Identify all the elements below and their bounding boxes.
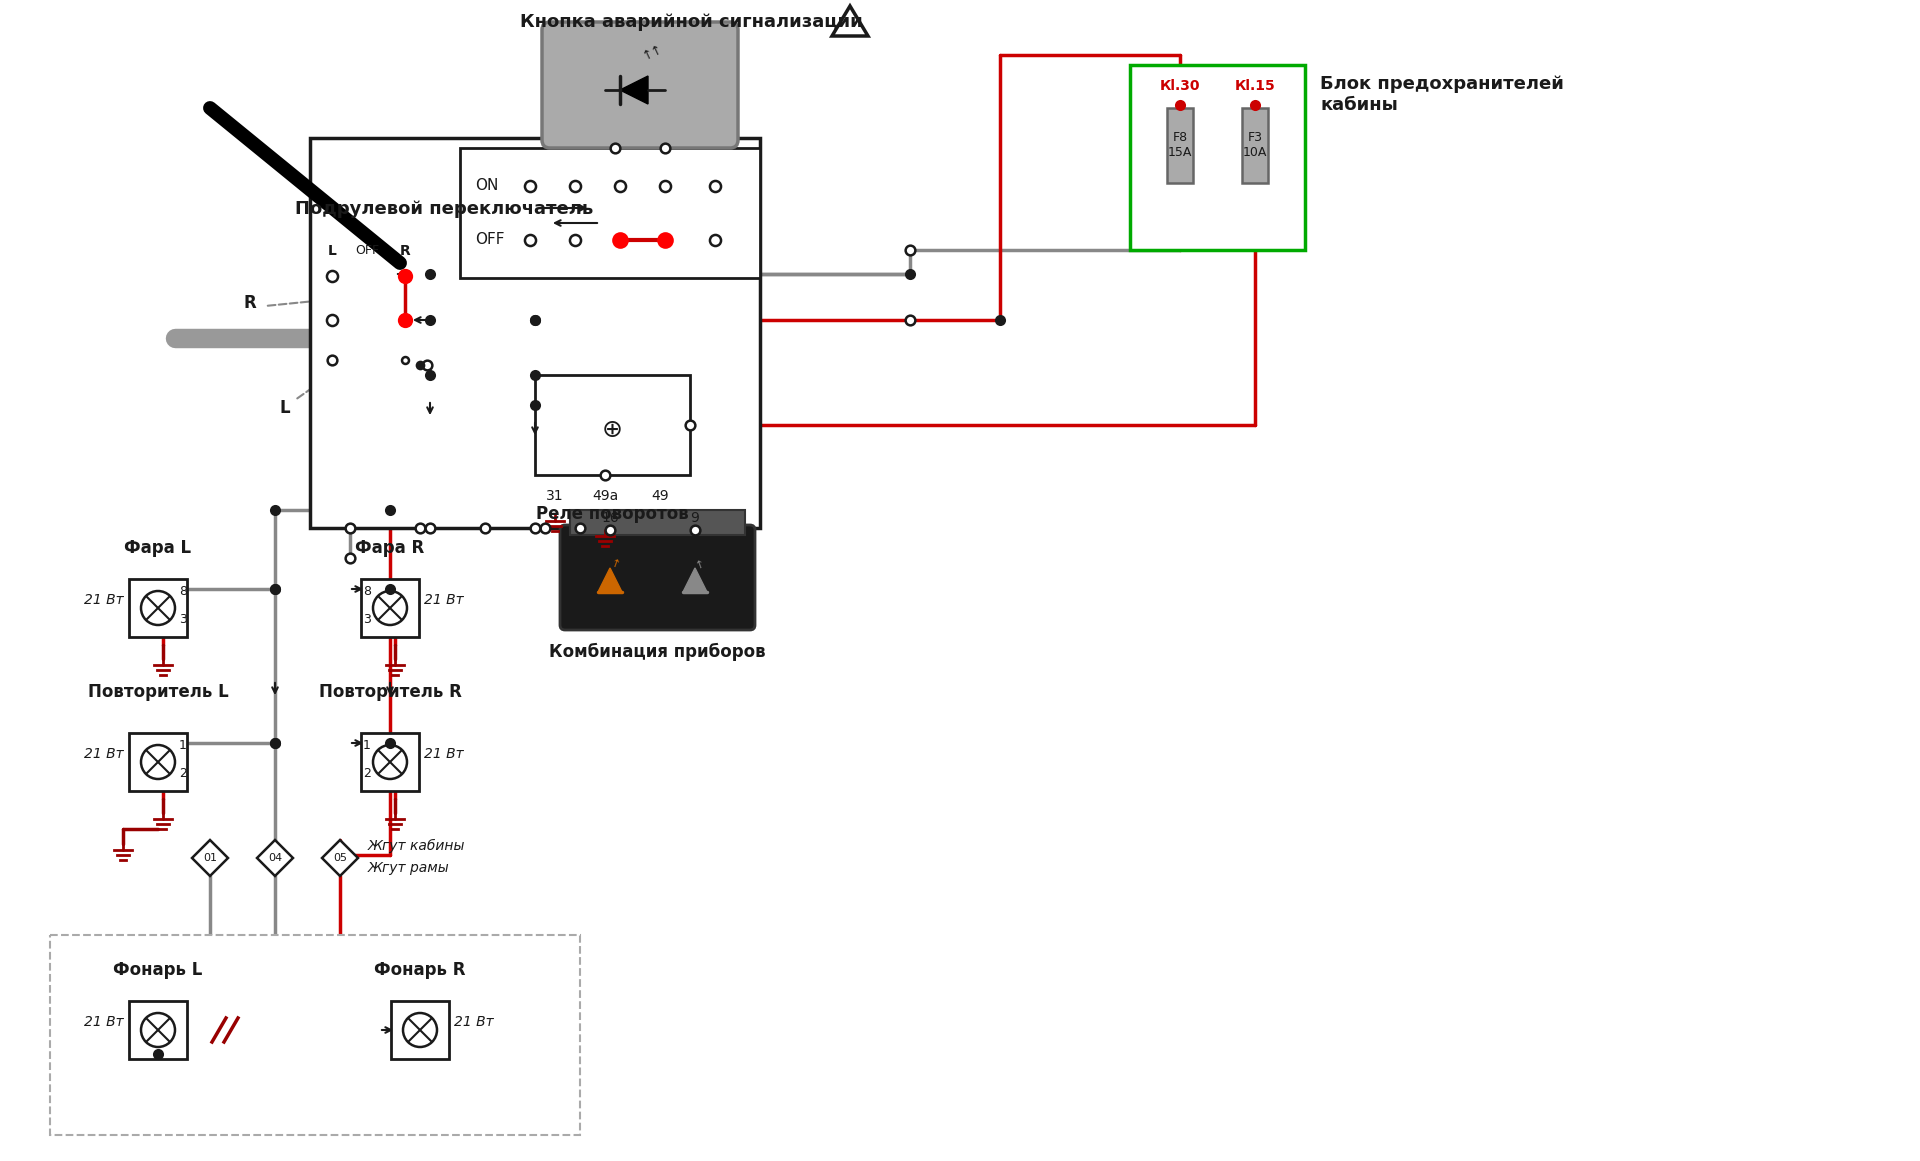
Text: Повторитель R: Повторитель R [319, 683, 461, 701]
Text: 04: 04 [269, 853, 282, 863]
Text: Жгут рамы: Жгут рамы [369, 861, 449, 875]
FancyBboxPatch shape [541, 22, 737, 147]
Text: 1: 1 [179, 740, 186, 752]
Text: Фонарь R: Фонарь R [374, 961, 467, 979]
Circle shape [372, 591, 407, 625]
Text: 2: 2 [363, 767, 371, 780]
Bar [1131, 65, 1306, 250]
Text: OFF: OFF [355, 245, 378, 258]
Text: ↑↑: ↑↑ [639, 42, 664, 63]
Text: 21 Вт: 21 Вт [424, 747, 465, 760]
Text: ↑: ↑ [693, 558, 707, 571]
Circle shape [372, 745, 407, 779]
Bar [129, 1001, 186, 1059]
Text: F8
15A: F8 15A [1167, 131, 1192, 159]
Text: OFF: OFF [474, 232, 505, 247]
Text: L: L [328, 244, 336, 258]
Bar [392, 1001, 449, 1059]
Text: 8: 8 [363, 585, 371, 598]
Text: Реле поворотов: Реле поворотов [536, 505, 689, 522]
Text: ↑: ↑ [609, 558, 620, 571]
Circle shape [140, 591, 175, 625]
Text: Подрулевой переключатель: Подрулевой переключатель [296, 200, 593, 218]
Bar [536, 375, 689, 475]
Text: F3
10A: F3 10A [1242, 131, 1267, 159]
Bar [315, 238, 426, 378]
Text: 05: 05 [332, 853, 348, 863]
Circle shape [403, 1014, 438, 1047]
Text: 21 Вт: 21 Вт [84, 747, 125, 760]
Bar [1167, 108, 1192, 183]
Text: R: R [399, 244, 411, 258]
Text: Кl.15: Кl.15 [1235, 79, 1275, 93]
Text: 21 Вт: 21 Вт [453, 1015, 493, 1029]
Polygon shape [597, 568, 622, 592]
Polygon shape [620, 75, 649, 104]
Bar [461, 147, 760, 277]
Text: Кl.30: Кl.30 [1160, 79, 1200, 93]
Text: R: R [244, 294, 257, 312]
Bar [361, 733, 419, 791]
Bar [1242, 108, 1267, 183]
Text: 3: 3 [179, 613, 186, 626]
Text: 2: 2 [179, 767, 186, 780]
Text: Комбинация приборов: Комбинация приборов [549, 643, 766, 661]
Text: 8: 8 [179, 585, 186, 598]
Text: Блок предохранителей
кабины: Блок предохранителей кабины [1321, 75, 1565, 114]
Text: 3: 3 [363, 613, 371, 626]
Polygon shape [257, 841, 294, 877]
Bar [309, 138, 760, 528]
Text: Жгут кабины: Жгут кабины [369, 839, 465, 853]
Bar [361, 579, 419, 637]
Text: Фара R: Фара R [355, 539, 424, 557]
Text: 49: 49 [651, 489, 668, 503]
Polygon shape [192, 841, 228, 877]
Text: L: L [280, 399, 290, 417]
Text: 21 Вт: 21 Вт [84, 1015, 125, 1029]
Text: 1: 1 [363, 740, 371, 752]
Text: 9: 9 [691, 511, 699, 525]
Text: 01: 01 [204, 853, 217, 863]
Bar [129, 733, 186, 791]
Text: ON: ON [474, 179, 499, 194]
Text: Повторитель L: Повторитель L [88, 683, 228, 701]
Text: Фонарь L: Фонарь L [113, 961, 204, 979]
Bar [570, 510, 745, 535]
Text: Фара L: Фара L [125, 539, 192, 557]
Bar [129, 579, 186, 637]
Polygon shape [323, 841, 357, 877]
Bar [50, 935, 580, 1135]
Text: 31: 31 [545, 489, 564, 503]
Polygon shape [684, 568, 707, 592]
Text: Кнопка аварийной сигнализации: Кнопка аварийной сигнализации [520, 13, 862, 31]
Circle shape [140, 745, 175, 779]
FancyBboxPatch shape [561, 525, 755, 630]
Text: 21 Вт: 21 Вт [424, 593, 465, 607]
Text: 16: 16 [601, 511, 618, 525]
Text: ⊕: ⊕ [601, 418, 622, 442]
Circle shape [140, 1014, 175, 1047]
Text: 21 Вт: 21 Вт [84, 593, 125, 607]
Text: 49а: 49а [591, 489, 618, 503]
